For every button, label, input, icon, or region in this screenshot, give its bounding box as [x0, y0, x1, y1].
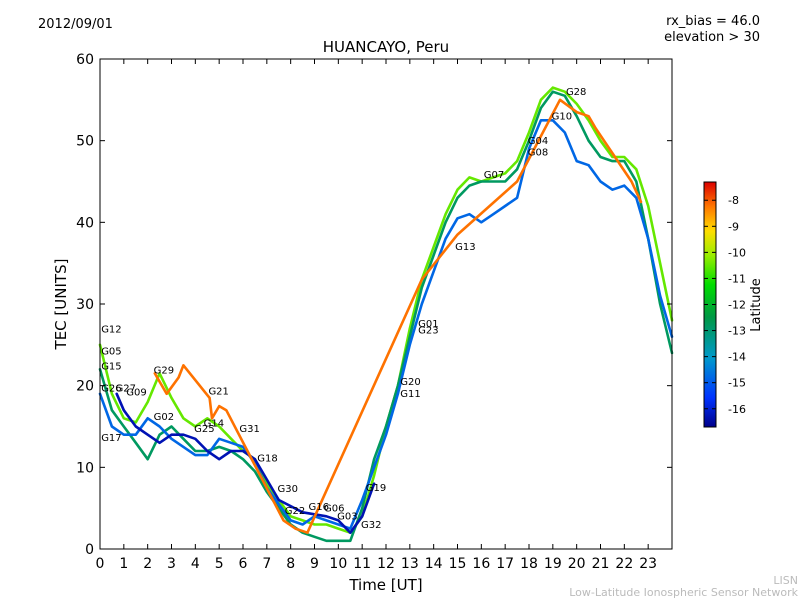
- x-tick-label: 19: [544, 556, 562, 572]
- sat-label-g08: G08: [528, 147, 548, 158]
- y-tick-label: 60: [76, 52, 94, 68]
- sat-label-g09: G09: [126, 387, 146, 398]
- x-tick-label: 10: [329, 556, 347, 572]
- x-tick-label: 21: [592, 556, 610, 572]
- sat-label-g30: G30: [278, 484, 298, 495]
- rx-bias-label: rx_bias = 46.0: [666, 14, 760, 29]
- sat-label-g14: G14: [204, 419, 224, 430]
- sat-label-g26: G26: [101, 383, 121, 394]
- sat-label-g20: G20: [400, 377, 420, 388]
- sat-label-g19: G19: [366, 483, 386, 494]
- axis-layer: 0 1 2 3 4 5 6 7 8 9 10 11 12 13 14 15 16 17 18 19 20 21 22 2301…: [76, 52, 672, 572]
- colorbar-tick-label: -15: [728, 377, 746, 390]
- watermark: LISN Low-Latitude Ionospheric Sensor Net…: [569, 575, 798, 599]
- y-tick-label: 30: [76, 297, 94, 313]
- y-tick-label: 0: [85, 542, 94, 558]
- colorbar-ticks: -8 -9 -10 -11 -12 -13 -14 -15 -16: [704, 194, 746, 416]
- x-tick-label: 22: [615, 556, 633, 572]
- series-layer: [98, 86, 674, 543]
- colorbar-tick-label: -10: [728, 246, 746, 259]
- sat-label-g12: G12: [101, 325, 121, 336]
- x-tick-label: 23: [639, 556, 657, 572]
- colorbar-tick-label: -11: [728, 272, 746, 285]
- sat-label-g21: G21: [208, 387, 228, 398]
- x-tick-label: 20: [568, 556, 586, 572]
- colorbar-tick-label: -16: [728, 403, 746, 416]
- colorbar-label: Latitude: [749, 278, 764, 332]
- x-tick-label: 2: [143, 556, 152, 572]
- sat-label-g31: G31: [239, 424, 259, 435]
- x-tick-label: 4: [191, 556, 200, 572]
- series-high-latitude: [153, 98, 643, 535]
- chart-title: HUANCAYO, Peru: [323, 38, 449, 56]
- watermark-line1: LISN: [773, 574, 798, 587]
- series-low-latitude: [115, 392, 376, 535]
- sat-label-g23: G23: [418, 325, 438, 336]
- bias-info: rx_bias = 46.0 elevation > 30: [664, 14, 760, 46]
- sat-label-g17: G17: [101, 433, 121, 444]
- colorbar-tick-label: -14: [728, 351, 746, 364]
- x-tick-label: 5: [215, 556, 224, 572]
- sat-label-g15: G15: [101, 361, 121, 372]
- sat-label-g16: G16: [309, 502, 329, 513]
- y-tick-label: 40: [76, 215, 94, 231]
- x-tick-label: 6: [239, 556, 248, 572]
- x-tick-label: 14: [425, 556, 443, 572]
- x-tick-label: 12: [377, 556, 395, 572]
- x-tick-label: 18: [520, 556, 538, 572]
- date-label: 2012/09/01: [38, 17, 113, 32]
- x-tick-label: 9: [310, 556, 319, 572]
- sat-label-g07: G07: [484, 170, 504, 181]
- sat-label-g27: G27: [115, 383, 135, 394]
- x-axis-label: Time [UT]: [348, 576, 422, 594]
- sat-label-g04: G04: [528, 136, 548, 147]
- sat-label-g10: G10: [552, 111, 572, 122]
- x-tick-label: 11: [353, 556, 371, 572]
- series-envelope-upper: [98, 86, 674, 535]
- colorbar-tick-label: -9: [728, 220, 739, 233]
- sat-label-g05: G05: [101, 347, 121, 358]
- sat-label-g11: G11: [400, 389, 420, 400]
- x-tick-label: 17: [496, 556, 514, 572]
- y-tick-label: 20: [76, 379, 94, 395]
- x-tick-label: 16: [472, 556, 490, 572]
- x-tick-label: 0: [96, 556, 105, 572]
- elevation-label: elevation > 30: [664, 30, 760, 45]
- y-tick-label: 50: [76, 134, 94, 150]
- x-tick-label: 7: [262, 556, 271, 572]
- plot-frame: [99, 58, 673, 550]
- x-tick-label: 3: [167, 556, 176, 572]
- series-envelope-lower: [98, 119, 674, 530]
- x-tick-label: 8: [286, 556, 295, 572]
- x-tick-label: 1: [119, 556, 128, 572]
- series-envelope-middle: [98, 90, 674, 543]
- sat-label-g01: G01: [418, 319, 438, 330]
- sat-label-g22: G22: [285, 506, 305, 517]
- colorbar-tick-label: -12: [728, 299, 746, 312]
- sat-label-g03: G03: [337, 512, 357, 523]
- sat-label-g06: G06: [324, 503, 344, 514]
- y-axis-label: TEC [UNITS]: [52, 259, 70, 351]
- colorbar-tick-label: -8: [728, 194, 739, 207]
- sat-label-g28: G28: [566, 87, 586, 98]
- sat-label-g02: G02: [154, 412, 174, 423]
- sat-label-g13: G13: [455, 242, 475, 253]
- y-tick-label: 10: [76, 460, 94, 476]
- sat-label-g18: G18: [257, 454, 277, 465]
- watermark-line2: Low-Latitude Ionospheric Sensor Network: [569, 586, 798, 599]
- sat-label-g29: G29: [154, 365, 174, 376]
- x-tick-label: 15: [449, 556, 467, 572]
- x-tick-label: 13: [401, 556, 419, 572]
- sat-label-g32: G32: [361, 520, 381, 531]
- colorbar-tick-label: -13: [728, 325, 746, 338]
- sat-label-g25: G25: [194, 424, 214, 435]
